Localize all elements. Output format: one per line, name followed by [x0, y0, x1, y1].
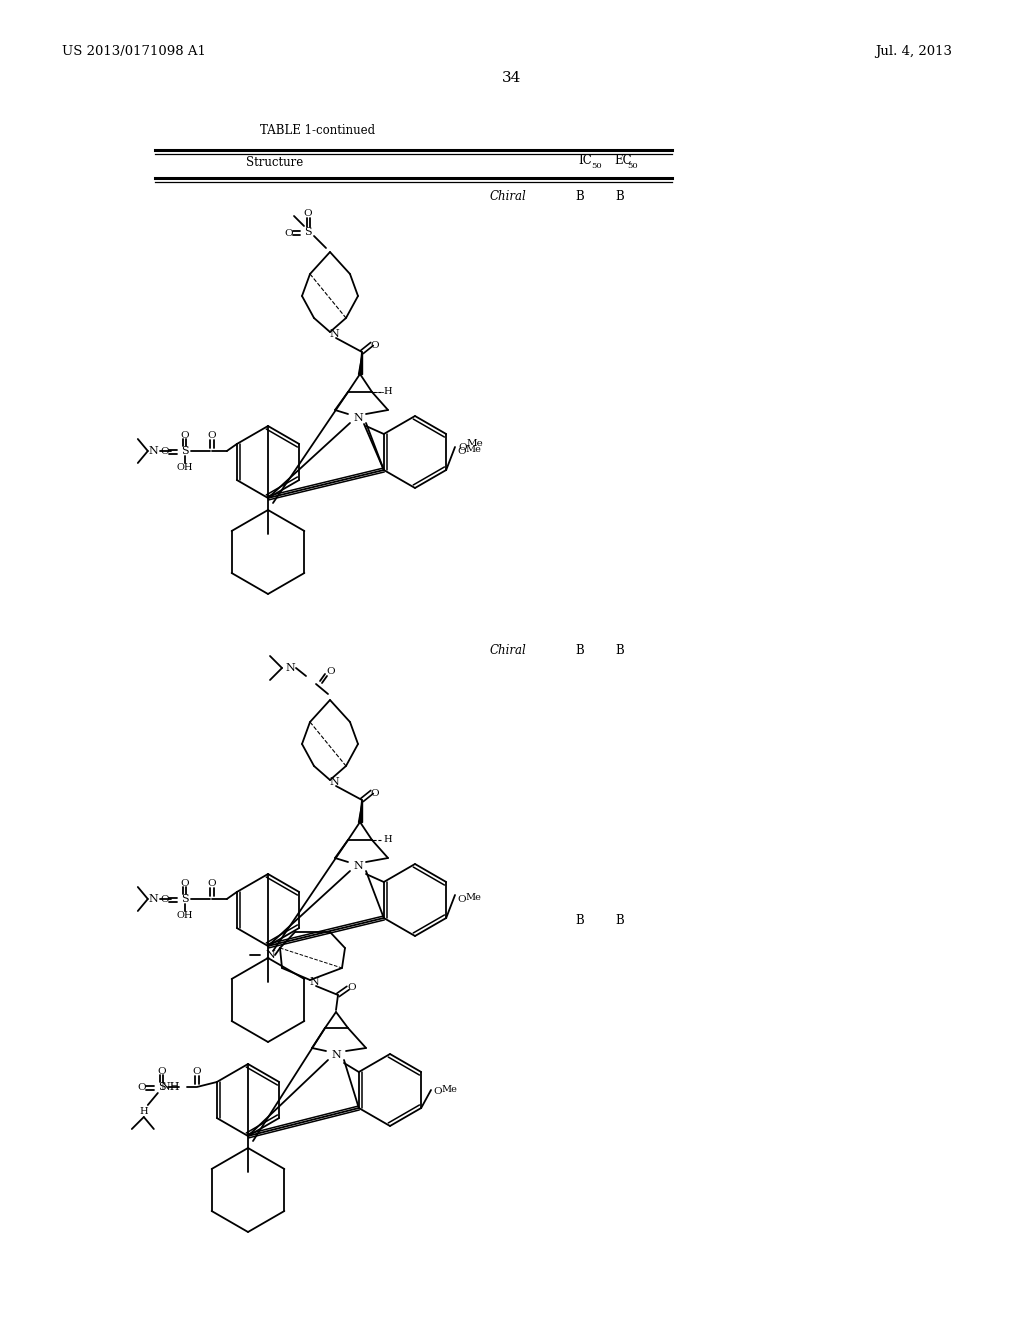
- Text: 50: 50: [627, 162, 638, 170]
- Text: H: H: [383, 388, 391, 396]
- Text: O: O: [285, 230, 293, 239]
- Text: O: O: [161, 895, 169, 903]
- Text: US 2013/0171098 A1: US 2013/0171098 A1: [62, 45, 206, 58]
- Text: Me: Me: [441, 1085, 457, 1093]
- Text: B: B: [575, 913, 584, 927]
- Text: H: H: [383, 836, 391, 845]
- Text: O: O: [433, 1088, 441, 1097]
- Text: B: B: [615, 913, 624, 927]
- Text: OH: OH: [176, 462, 194, 471]
- Text: O: O: [457, 895, 466, 904]
- Text: NH: NH: [161, 1082, 180, 1092]
- Text: O: O: [304, 210, 312, 219]
- Text: O: O: [208, 879, 216, 888]
- Text: H: H: [139, 1107, 148, 1117]
- Polygon shape: [358, 352, 362, 374]
- Text: Chiral: Chiral: [490, 644, 526, 656]
- Text: N: N: [148, 446, 159, 455]
- Text: N: N: [148, 894, 159, 904]
- Text: S: S: [181, 894, 188, 904]
- Text: EC: EC: [614, 153, 632, 166]
- Text: O: O: [327, 668, 335, 676]
- Text: 34: 34: [503, 71, 521, 84]
- Text: O: O: [458, 442, 467, 451]
- Text: TABLE 1-continued: TABLE 1-continued: [260, 124, 376, 136]
- Text: B: B: [575, 644, 584, 656]
- Text: O: O: [193, 1068, 201, 1077]
- Text: O: O: [457, 447, 466, 457]
- Text: Me: Me: [467, 440, 483, 449]
- Text: O: O: [161, 446, 169, 455]
- Text: O: O: [137, 1082, 146, 1092]
- Text: S: S: [158, 1082, 166, 1092]
- Text: O: O: [180, 430, 189, 440]
- Text: Jul. 4, 2013: Jul. 4, 2013: [874, 45, 952, 58]
- Text: Me: Me: [465, 445, 481, 454]
- Text: O: O: [208, 432, 216, 441]
- Text: O: O: [371, 341, 379, 350]
- Text: N: N: [285, 663, 295, 673]
- Text: O: O: [180, 879, 189, 887]
- Text: B: B: [615, 644, 624, 656]
- Text: Structure: Structure: [247, 157, 304, 169]
- Text: N: N: [329, 777, 339, 787]
- Text: N: N: [353, 413, 362, 422]
- Text: O: O: [158, 1067, 166, 1076]
- Text: 50: 50: [591, 162, 602, 170]
- Text: IC: IC: [578, 153, 592, 166]
- Text: S: S: [304, 227, 312, 238]
- Text: N: N: [329, 329, 339, 339]
- Text: N: N: [265, 950, 274, 960]
- Text: N: N: [309, 977, 318, 987]
- Text: O: O: [371, 788, 379, 797]
- Text: Chiral: Chiral: [490, 190, 526, 203]
- Text: Me: Me: [465, 892, 481, 902]
- Text: N: N: [331, 1049, 341, 1060]
- Text: OH: OH: [176, 911, 194, 920]
- Text: N: N: [353, 861, 362, 871]
- Polygon shape: [358, 800, 362, 822]
- Text: O: O: [348, 983, 356, 993]
- Text: B: B: [615, 190, 624, 203]
- Text: S: S: [181, 446, 188, 455]
- Text: B: B: [575, 190, 584, 203]
